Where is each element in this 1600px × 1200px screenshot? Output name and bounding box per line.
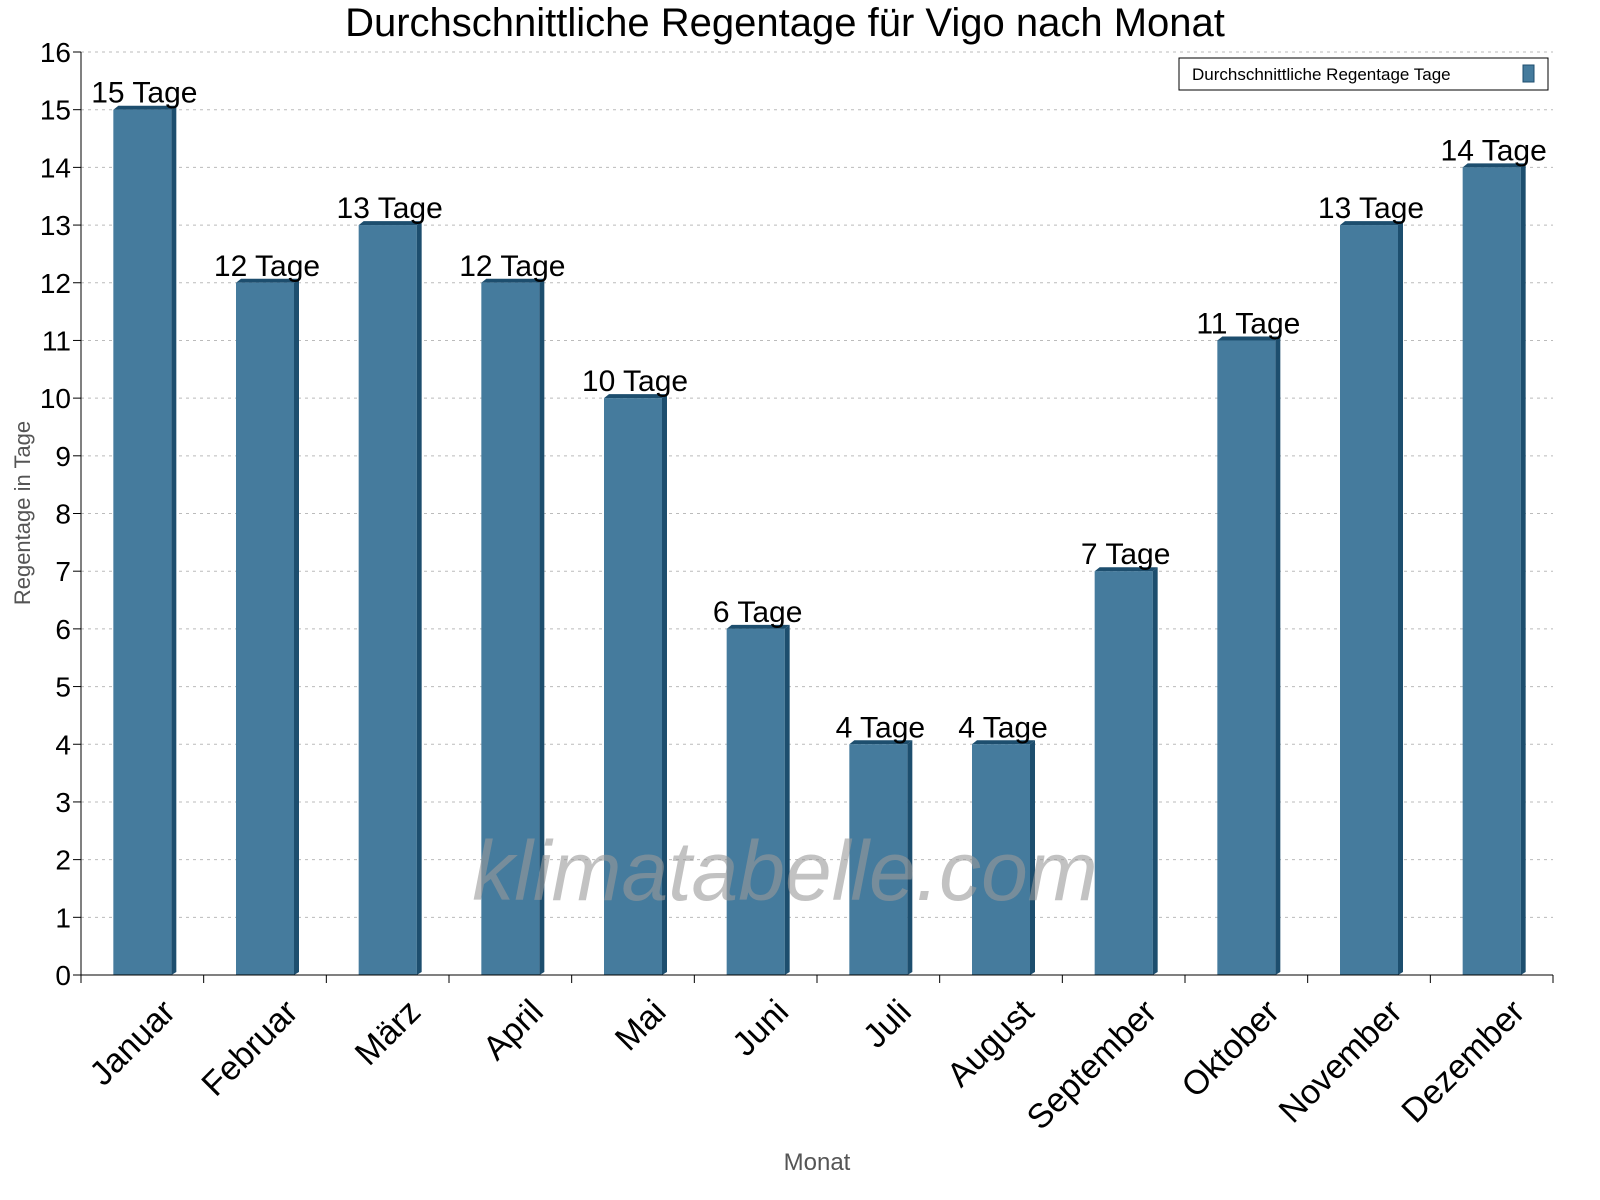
watermark: klimatabelle.com (472, 824, 1098, 918)
data-label: 13 Tage (337, 192, 443, 225)
x-tick-label: April (476, 993, 551, 1068)
x-tick-label: November (1272, 993, 1410, 1131)
bar (849, 744, 908, 975)
x-tick-label: Juni (725, 993, 796, 1064)
bar-side (416, 221, 422, 975)
data-label: 12 Tage (459, 250, 565, 283)
bar-side (294, 278, 299, 975)
y-tick-label: 12 (40, 268, 71, 299)
y-tick-label: 4 (55, 729, 71, 760)
legend-swatch (1522, 64, 1535, 83)
data-label: 12 Tage (214, 250, 320, 283)
y-axis-label: Regentage in Tage (10, 421, 35, 605)
x-tick-label: Juli (856, 993, 919, 1056)
x-tick-label: Oktober (1174, 993, 1286, 1105)
bar (358, 225, 417, 975)
bar-top (972, 740, 1035, 745)
y-tick-label: 6 (55, 614, 71, 645)
legend-label: Durchschnittliche Regentage Tage (1192, 65, 1451, 84)
y-tick-label: 9 (55, 441, 71, 472)
bar (972, 744, 1030, 975)
data-label: 10 Tage (582, 365, 688, 398)
bar (726, 628, 785, 975)
data-label: 6 Tage (713, 596, 803, 629)
bar-side (784, 624, 790, 975)
bar (113, 109, 172, 975)
bar-top (236, 278, 299, 283)
bar-side (662, 394, 667, 975)
y-tick-label: 10 (40, 383, 71, 414)
x-tick-label: August (940, 992, 1042, 1094)
bar-top (1340, 221, 1403, 226)
bar-top (1217, 336, 1281, 341)
legend: Durchschnittliche Regentage Tage (1178, 57, 1549, 91)
bar (604, 398, 662, 975)
x-tick-label: März (348, 993, 428, 1073)
bar-top (1462, 163, 1526, 168)
x-tick-label: Dezember (1394, 993, 1532, 1131)
bar (1094, 571, 1153, 975)
bar-side (1030, 740, 1035, 975)
x-tick-label: Januar (82, 993, 182, 1093)
data-label: 13 Tage (1318, 192, 1424, 225)
bar (1217, 340, 1276, 975)
data-label: 4 Tage (958, 711, 1048, 744)
bar (481, 282, 540, 975)
bar (1462, 167, 1521, 975)
y-tick-label: 0 (55, 960, 71, 991)
bar-side (1398, 221, 1403, 975)
x-tick-label: September (1020, 993, 1164, 1137)
y-tick-label: 5 (55, 672, 71, 703)
y-tick-label: 8 (55, 499, 71, 530)
bar-top (849, 740, 913, 745)
data-label: 4 Tage (836, 711, 926, 744)
y-tick-label: 7 (55, 556, 71, 587)
bar (1340, 225, 1398, 975)
y-tick-label: 13 (40, 210, 71, 241)
y-tick-label: 16 (40, 37, 71, 68)
x-tick-label: Mai (608, 993, 674, 1059)
bar-top (726, 624, 790, 629)
chart-title: Durchschnittliche Regentage für Vigo nac… (345, 1, 1225, 45)
bar-top (1094, 567, 1158, 572)
bar (236, 282, 294, 975)
bar-top (604, 394, 667, 399)
data-label: 14 Tage (1441, 134, 1547, 167)
data-label: 15 Tage (91, 77, 197, 110)
x-axis-label: Monat (784, 1149, 851, 1176)
bar-side (1152, 567, 1158, 975)
bar-side (171, 105, 177, 975)
bar-top (358, 221, 422, 226)
bar-side (1275, 336, 1281, 975)
data-label: 11 Tage (1196, 307, 1300, 340)
bar-top (481, 278, 545, 283)
y-tick-label: 15 (40, 95, 71, 126)
y-tick-label: 1 (55, 902, 71, 933)
y-tick-label: 2 (55, 845, 71, 876)
y-tick-label: 3 (55, 787, 71, 818)
bar-side (539, 278, 545, 975)
x-tick-label: Februar (194, 993, 305, 1104)
y-tick-label: 11 (42, 325, 71, 356)
data-label: 7 Tage (1081, 538, 1171, 571)
bar-top (113, 105, 177, 110)
y-tick-label: 14 (40, 152, 71, 183)
bar-side (1520, 163, 1526, 975)
bar-side (907, 740, 913, 975)
